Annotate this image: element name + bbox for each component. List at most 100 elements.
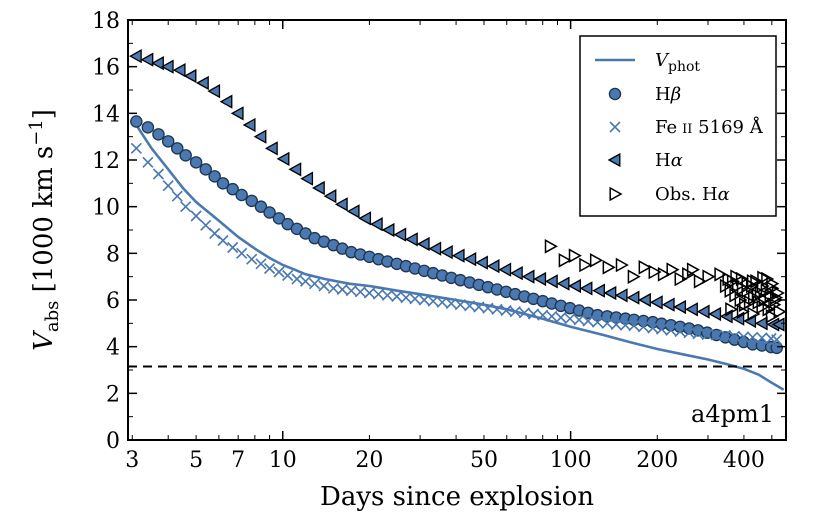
data-point	[199, 163, 212, 176]
data-point	[245, 194, 258, 208]
data-point	[464, 300, 476, 312]
data-point	[130, 115, 143, 128]
y-tick-label: 12	[92, 149, 120, 174]
data-point	[771, 317, 785, 332]
series-halpha	[128, 49, 785, 332]
data-point	[756, 332, 768, 344]
legend-label-halpha: Hα	[655, 150, 683, 171]
legend-box	[579, 35, 777, 217]
data-point	[436, 296, 448, 308]
data-point	[391, 290, 403, 303]
data-point	[416, 236, 430, 252]
data-point	[300, 171, 314, 186]
data-point	[773, 304, 786, 319]
data-point	[750, 274, 764, 289]
legend-symbol-obs-halpha	[609, 186, 623, 202]
data-point	[235, 188, 248, 202]
data-point	[665, 324, 677, 336]
data-point	[747, 331, 759, 343]
data-point	[686, 262, 701, 277]
data-point	[381, 222, 395, 238]
data-point	[533, 271, 547, 287]
data-point	[354, 286, 366, 298]
data-point	[128, 49, 142, 64]
data-point	[771, 334, 783, 346]
data-point	[638, 260, 652, 275]
data-point	[255, 258, 267, 270]
data-point	[130, 142, 142, 154]
data-point	[743, 295, 757, 310]
data-point	[381, 289, 393, 301]
data-point	[230, 106, 244, 121]
data-point	[757, 270, 771, 286]
data-point	[521, 269, 535, 284]
data-point	[216, 177, 230, 190]
data-point	[728, 330, 741, 342]
data-point	[152, 128, 165, 141]
y-label-bracket-close: ]	[29, 109, 59, 119]
data-point	[299, 275, 312, 287]
data-point	[725, 302, 739, 317]
y-tick-label: 6	[106, 289, 120, 314]
data-point	[246, 253, 258, 265]
data-point	[486, 259, 500, 274]
data-point	[491, 303, 503, 315]
data-point	[661, 297, 675, 312]
data-point	[209, 227, 221, 240]
data-point	[318, 280, 330, 292]
x-tick-label: 50	[470, 448, 498, 473]
data-point	[418, 294, 430, 306]
data-point	[573, 314, 585, 326]
data-point	[592, 283, 605, 298]
data-point	[358, 211, 372, 226]
data-point	[638, 292, 651, 308]
data-point	[637, 321, 649, 333]
data-point	[183, 68, 197, 84]
data-point	[253, 129, 267, 144]
data-point	[172, 63, 186, 78]
data-point	[236, 247, 248, 259]
data-point	[591, 316, 604, 328]
data-point	[309, 278, 321, 290]
data-point	[649, 295, 663, 310]
data-point	[546, 310, 558, 322]
data-point	[217, 234, 229, 247]
data-point	[627, 269, 641, 284]
data-point	[657, 267, 671, 282]
data-point	[582, 315, 594, 327]
data-point	[282, 269, 294, 282]
data-point	[674, 271, 688, 287]
data-point	[369, 217, 383, 232]
y-tick-label: 14	[92, 102, 120, 127]
legend-symbol-hbeta	[608, 87, 622, 101]
data-point	[510, 266, 523, 281]
data-point	[766, 276, 780, 291]
x-tick-label: 3	[125, 448, 139, 473]
data-point	[610, 318, 622, 331]
x-tick-label: 20	[355, 448, 383, 473]
data-point	[751, 288, 765, 303]
data-point	[393, 227, 407, 242]
data-point	[683, 327, 695, 339]
data-point	[190, 210, 202, 222]
data-point	[242, 117, 256, 133]
data-point	[454, 299, 466, 311]
data-point	[189, 156, 203, 169]
data-point	[162, 180, 174, 192]
axis-ticks: 0 2 4 6 8 10 12 14 16 18 3 5 7 10 20 50 100 200 400	[92, 9, 786, 473]
data-point	[714, 267, 728, 282]
data-point	[556, 276, 570, 291]
legend-label-feii: Fe II 5169 Å	[655, 116, 764, 138]
data-point	[170, 142, 184, 155]
x-tick-label: 100	[550, 448, 592, 473]
data-point	[765, 309, 779, 324]
data-point	[323, 189, 337, 204]
data-point	[363, 287, 375, 299]
data-point	[498, 262, 512, 277]
y-tick-label: 4	[106, 336, 120, 361]
data-point	[545, 274, 558, 289]
data-point	[754, 316, 768, 331]
x-tick-label: 7	[231, 448, 245, 473]
model-annotation: a4pm1	[691, 400, 774, 428]
